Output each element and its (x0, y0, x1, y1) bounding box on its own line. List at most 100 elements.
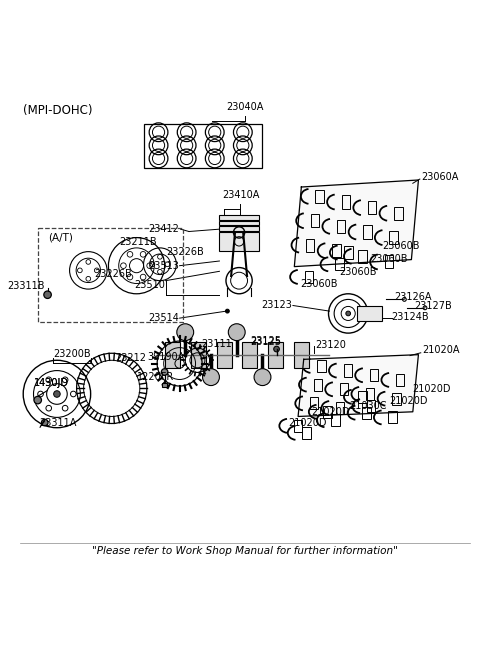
Bar (294, 341, 309, 367)
Text: 23120: 23120 (315, 341, 346, 350)
Circle shape (228, 324, 245, 341)
Text: 23200B: 23200B (53, 349, 91, 359)
Text: 21020D: 21020D (412, 384, 451, 394)
Bar (396, 374, 404, 386)
Bar (302, 427, 311, 439)
Bar (366, 388, 374, 400)
Text: 23124B: 23124B (391, 312, 429, 322)
Bar (317, 360, 326, 372)
Circle shape (44, 291, 51, 299)
Text: 21020D: 21020D (389, 396, 428, 405)
Bar (268, 341, 283, 367)
Bar (368, 201, 376, 214)
Bar (313, 379, 322, 391)
Text: 23060B: 23060B (300, 280, 338, 290)
Bar (394, 207, 403, 220)
Bar (359, 250, 367, 263)
Text: "Please refer to Work Shop Manual for further information": "Please refer to Work Shop Manual for fu… (92, 546, 398, 556)
Text: 23513: 23513 (148, 261, 179, 271)
Text: 23412: 23412 (149, 224, 180, 234)
Bar (345, 246, 353, 259)
Bar (324, 405, 332, 418)
Bar (305, 271, 313, 283)
Bar (389, 231, 398, 244)
Text: 23111: 23111 (202, 339, 232, 349)
Bar (336, 402, 345, 414)
Circle shape (203, 369, 219, 386)
Text: 23212: 23212 (115, 353, 146, 363)
Bar (216, 341, 231, 367)
Circle shape (254, 369, 271, 386)
Circle shape (161, 369, 168, 375)
Circle shape (54, 391, 60, 398)
Bar (310, 398, 318, 409)
Text: 23040A: 23040A (227, 102, 264, 112)
Text: (MPI-DOHC): (MPI-DOHC) (23, 103, 92, 117)
Circle shape (226, 309, 229, 313)
Bar (363, 225, 372, 238)
Text: 23060B: 23060B (371, 254, 408, 264)
Bar (344, 364, 352, 377)
Bar (311, 214, 319, 227)
Bar (38, 228, 183, 322)
Bar (219, 232, 259, 251)
Text: (A/T): (A/T) (48, 233, 73, 243)
Bar (337, 220, 346, 233)
Text: 1430JD: 1430JD (34, 378, 69, 388)
Text: 23060A: 23060A (421, 172, 458, 181)
Bar (388, 411, 397, 424)
Text: 21030C: 21030C (349, 401, 386, 411)
Text: 21020A: 21020A (422, 345, 460, 355)
Text: 23126A: 23126A (394, 292, 432, 302)
Bar (191, 341, 206, 367)
Polygon shape (294, 180, 419, 267)
Bar (144, 124, 262, 168)
Circle shape (274, 346, 279, 352)
Bar (362, 407, 371, 419)
Bar (294, 420, 302, 432)
Bar (242, 341, 257, 367)
Bar (306, 238, 314, 252)
Circle shape (346, 311, 350, 316)
Text: 23211B: 23211B (120, 237, 157, 248)
Text: 23226B: 23226B (167, 247, 204, 257)
Text: 23127B: 23127B (415, 301, 453, 311)
Bar (359, 391, 367, 403)
Bar (392, 392, 401, 405)
Text: 1220FR: 1220FR (137, 371, 174, 382)
Bar (219, 227, 259, 231)
Text: 23060B: 23060B (382, 241, 420, 251)
Text: 23123: 23123 (261, 301, 292, 310)
Text: 23510: 23510 (134, 280, 165, 290)
Circle shape (34, 396, 41, 404)
Bar (219, 215, 259, 220)
Text: 23125: 23125 (251, 335, 282, 346)
Bar (384, 255, 393, 269)
Circle shape (177, 324, 193, 341)
Text: 23311B: 23311B (8, 281, 45, 291)
Text: 23410A: 23410A (222, 190, 259, 200)
Text: 23226B: 23226B (95, 269, 132, 278)
Bar (342, 195, 350, 208)
Bar (357, 307, 383, 322)
Bar (367, 400, 375, 412)
Text: 23125: 23125 (251, 337, 282, 346)
Bar (219, 221, 259, 225)
Bar (315, 190, 324, 203)
Text: 21020D: 21020D (312, 407, 350, 417)
Text: 21020D: 21020D (289, 419, 327, 428)
Bar (162, 383, 168, 386)
Bar (335, 258, 344, 271)
Bar (331, 414, 340, 426)
Text: 23514: 23514 (148, 313, 179, 323)
Circle shape (41, 419, 48, 426)
Text: 23060B: 23060B (339, 267, 376, 277)
Text: 23311A: 23311A (39, 417, 76, 428)
Text: 1430JD: 1430JD (35, 378, 70, 388)
Bar (165, 341, 180, 367)
Text: 39190A: 39190A (147, 352, 184, 362)
Bar (332, 244, 341, 257)
Polygon shape (298, 354, 419, 417)
Bar (370, 369, 378, 381)
Bar (340, 383, 348, 396)
